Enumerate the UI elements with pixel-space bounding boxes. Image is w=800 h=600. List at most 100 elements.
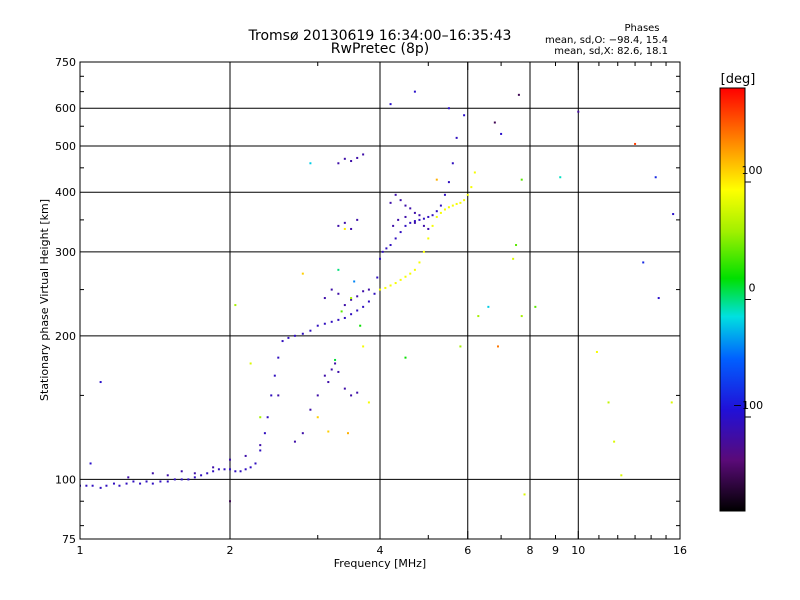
data-point (670, 401, 673, 404)
data-point (427, 227, 430, 230)
data-point (642, 261, 645, 264)
data-point (385, 247, 388, 250)
data-point (447, 107, 450, 110)
data-point (356, 391, 359, 394)
colorbar-tick-label: −100 (733, 399, 763, 412)
data-point (439, 211, 442, 214)
data-point (451, 204, 454, 207)
data-point (443, 208, 446, 211)
x-axis-label: Frequency [MHz] (334, 557, 426, 570)
x-minor-tick-label: 9 (552, 544, 559, 557)
data-point (125, 482, 128, 485)
data-point (389, 201, 392, 204)
data-point (112, 482, 115, 485)
data-point (343, 227, 346, 230)
y-tick-label: 400 (55, 186, 76, 199)
data-point (394, 193, 397, 196)
data-point (327, 381, 330, 384)
data-point (559, 176, 562, 179)
data-point (287, 336, 290, 339)
data-point (447, 206, 450, 209)
data-point (413, 221, 416, 224)
data-point (180, 470, 183, 473)
data-point (373, 292, 376, 295)
data-point (431, 224, 434, 227)
colorbar (719, 87, 746, 512)
data-point (259, 444, 262, 447)
data-point (459, 201, 462, 204)
data-point (356, 156, 359, 159)
data-point (389, 103, 392, 106)
x-tick-label: 16 (673, 544, 687, 557)
data-point (337, 292, 340, 295)
legend-line-o: mean, sd,O: −98.4, 15.4 (545, 35, 668, 46)
data-point (316, 324, 319, 327)
data-point (337, 224, 340, 227)
data-point (99, 486, 102, 489)
data-point (89, 462, 92, 465)
data-point (487, 305, 490, 308)
data-point (672, 213, 675, 216)
data-point (249, 362, 252, 365)
data-point (193, 472, 196, 475)
data-point (239, 470, 242, 473)
data-point (477, 315, 480, 318)
data-point (316, 416, 319, 419)
data-point (422, 217, 425, 220)
data-point (422, 250, 425, 253)
data-point (399, 231, 402, 234)
data-point (330, 320, 333, 323)
data-point (166, 474, 169, 477)
data-point (353, 280, 356, 283)
chart-subtitle: RwPretec (8p) (331, 41, 429, 57)
data-point (418, 261, 421, 264)
data-point (350, 394, 353, 397)
data-point (413, 90, 416, 93)
legend-heading: Phases (624, 23, 659, 34)
data-point (376, 276, 379, 279)
data-point (447, 181, 450, 184)
data-point (418, 218, 421, 221)
data-point (330, 288, 333, 291)
data-point (634, 142, 637, 145)
data-point (359, 324, 362, 327)
data-point (473, 171, 476, 174)
data-point (384, 286, 387, 289)
data-point (362, 305, 365, 308)
data-point (309, 329, 312, 332)
data-point (316, 394, 319, 397)
data-point (404, 215, 407, 218)
data-point (301, 432, 304, 435)
data-point (404, 204, 407, 207)
data-point (343, 316, 346, 319)
data-point (159, 480, 162, 483)
y-tick-label: 100 (55, 473, 76, 486)
data-point (455, 202, 458, 205)
data-point (413, 220, 416, 223)
data-point (105, 484, 108, 487)
data-point (654, 176, 657, 179)
data-point (330, 368, 333, 371)
data-point (145, 480, 148, 483)
data-point (200, 474, 203, 477)
data-point (337, 318, 340, 321)
data-point (350, 297, 353, 300)
y-tick-label: 500 (55, 140, 76, 153)
x-tick-label: 6 (464, 544, 471, 557)
data-point (309, 408, 312, 411)
data-point (595, 350, 598, 353)
data-point (85, 484, 88, 487)
data-point (340, 310, 343, 313)
data-point (520, 315, 523, 318)
data-point (520, 178, 523, 181)
data-point (244, 454, 247, 457)
data-point (327, 430, 330, 433)
data-point (534, 305, 537, 308)
data-point (404, 275, 407, 278)
data-point (343, 387, 346, 390)
data-point (350, 298, 353, 301)
grid-lines (80, 62, 680, 539)
data-point (217, 468, 220, 471)
data-point (356, 218, 359, 221)
data-point (337, 162, 340, 165)
